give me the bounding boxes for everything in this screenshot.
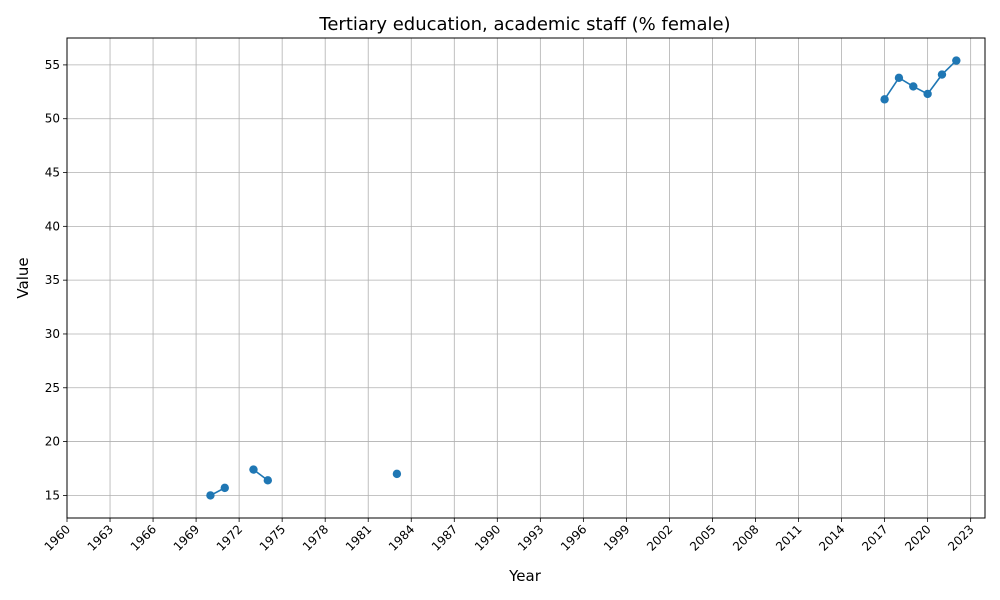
plot-area bbox=[66, 37, 986, 519]
y-axis-label: Value bbox=[14, 257, 32, 298]
data-point bbox=[249, 465, 258, 474]
data-point bbox=[923, 89, 932, 99]
chart-title: Tertiary education, academic staff (% fe… bbox=[318, 14, 730, 35]
x-tick-label: 1996 bbox=[558, 522, 589, 553]
x-tick-label: 2005 bbox=[687, 522, 718, 553]
x-tick-label: 1972 bbox=[214, 522, 245, 553]
x-tick-label: 2023 bbox=[945, 522, 976, 553]
data-point bbox=[880, 95, 889, 104]
x-tick-label: 2014 bbox=[816, 522, 847, 553]
x-tick-label: 1987 bbox=[429, 522, 460, 553]
x-tick-label: 1981 bbox=[343, 522, 374, 553]
data-point bbox=[206, 491, 215, 500]
x-tick-label: 1984 bbox=[386, 522, 417, 553]
y-axis-ticks: 15 20 25 30 35 40 45 50 55 bbox=[45, 58, 67, 502]
y-tick-label: 15 bbox=[45, 488, 60, 502]
y-tick-label: 45 bbox=[45, 166, 60, 180]
x-tick-label: 2017 bbox=[859, 522, 890, 553]
x-tick-label: 1969 bbox=[171, 522, 202, 553]
x-tick-label: 2002 bbox=[644, 522, 675, 553]
x-axis-label: Year bbox=[508, 567, 542, 585]
x-tick-label: 1978 bbox=[300, 522, 331, 553]
data-point bbox=[392, 469, 402, 479]
x-tick-label: 2008 bbox=[730, 522, 761, 553]
data-point bbox=[909, 82, 918, 91]
x-tick-label: 1990 bbox=[472, 522, 503, 553]
x-tick-label: 1999 bbox=[601, 522, 632, 553]
x-tick-label: 2011 bbox=[773, 522, 804, 553]
data-point bbox=[263, 476, 273, 485]
data-point bbox=[937, 70, 947, 79]
y-tick-label: 40 bbox=[45, 219, 60, 233]
y-tick-label: 30 bbox=[45, 327, 60, 341]
grid-lines bbox=[66, 38, 985, 518]
data-point bbox=[220, 483, 229, 493]
x-tick-label: 1975 bbox=[257, 522, 288, 553]
y-tick-label: 20 bbox=[45, 435, 60, 449]
x-tick-label: 1963 bbox=[85, 522, 116, 553]
data-point bbox=[894, 73, 904, 83]
y-tick-label: 25 bbox=[45, 381, 60, 395]
x-tick-label: 1993 bbox=[515, 522, 546, 553]
y-tick-label: 55 bbox=[45, 58, 60, 72]
y-tick-label: 50 bbox=[45, 112, 60, 126]
y-tick-label: 35 bbox=[45, 273, 60, 287]
data-point bbox=[952, 56, 961, 65]
series-group bbox=[206, 56, 961, 500]
x-axis-ticks: 1960 1963 1966 1969 1972 1975 1978 1981 1984 1987… bbox=[42, 518, 977, 554]
x-tick-label: 1966 bbox=[128, 522, 159, 553]
x-tick-label: 2020 bbox=[902, 522, 933, 553]
x-tick-label: 1960 bbox=[42, 522, 73, 553]
